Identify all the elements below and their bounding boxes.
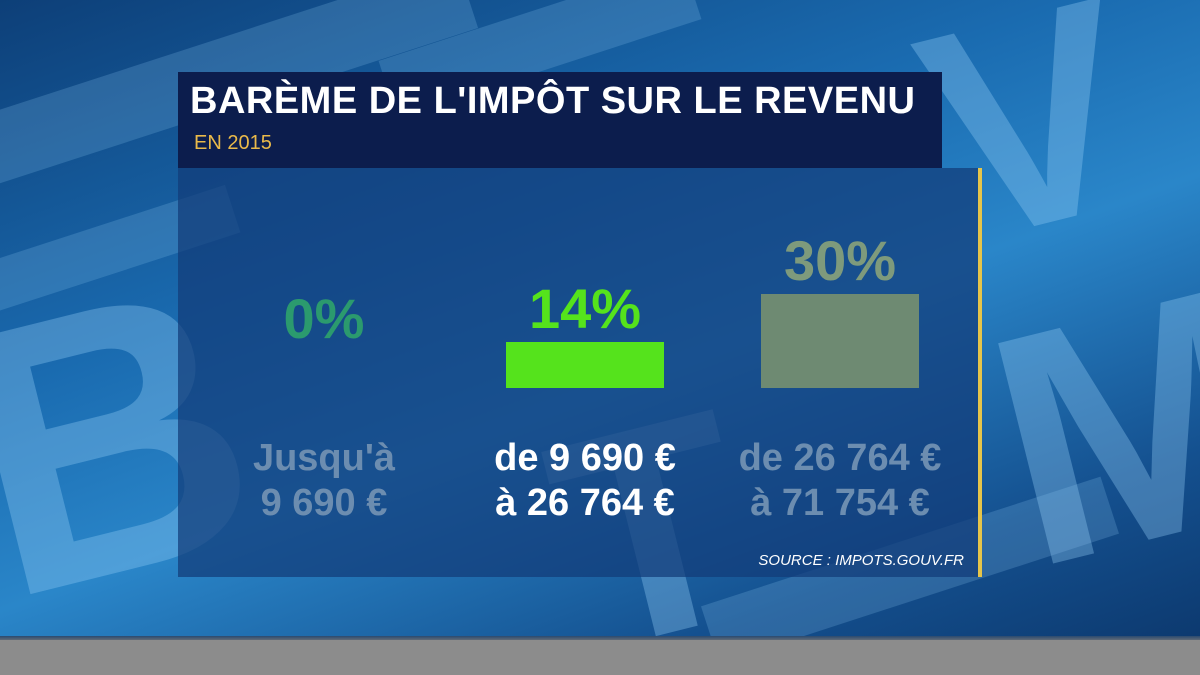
bar-1 (506, 342, 664, 388)
range-label-1-line-1: à 26 764 € (495, 482, 675, 524)
value-label-0: 0% (284, 287, 365, 350)
value-label-1: 14% (529, 277, 641, 340)
chart-title: BARÈME DE L'IMPÔT SUR LE REVENU (190, 80, 916, 122)
bottom-bar (0, 640, 1200, 675)
source-label: SOURCE : IMPOTS.GOUV.FR (758, 552, 964, 569)
title-banner: BARÈME DE L'IMPÔT SUR LE REVENU EN 2015 (178, 72, 942, 168)
range-label-1-line-0: de 9 690 € (494, 437, 676, 479)
tax-bracket-chart: 0% Jusqu'à9 690 € 14% de 9 690 €à 26 764 € 3… (253, 229, 942, 524)
range-label-0-line-1: 9 690 € (261, 482, 388, 524)
chart-subtitle: EN 2015 (194, 132, 272, 154)
range-label-0-line-0: Jusqu'à (253, 437, 396, 479)
bar-2 (761, 294, 919, 388)
value-label-2: 30% (784, 229, 896, 292)
range-label-2-line-0: de 26 764 € (739, 437, 942, 479)
panel-accent-line (978, 168, 982, 577)
bottom-bar-shadow (0, 636, 1200, 642)
range-label-2-line-1: à 71 754 € (750, 482, 930, 524)
